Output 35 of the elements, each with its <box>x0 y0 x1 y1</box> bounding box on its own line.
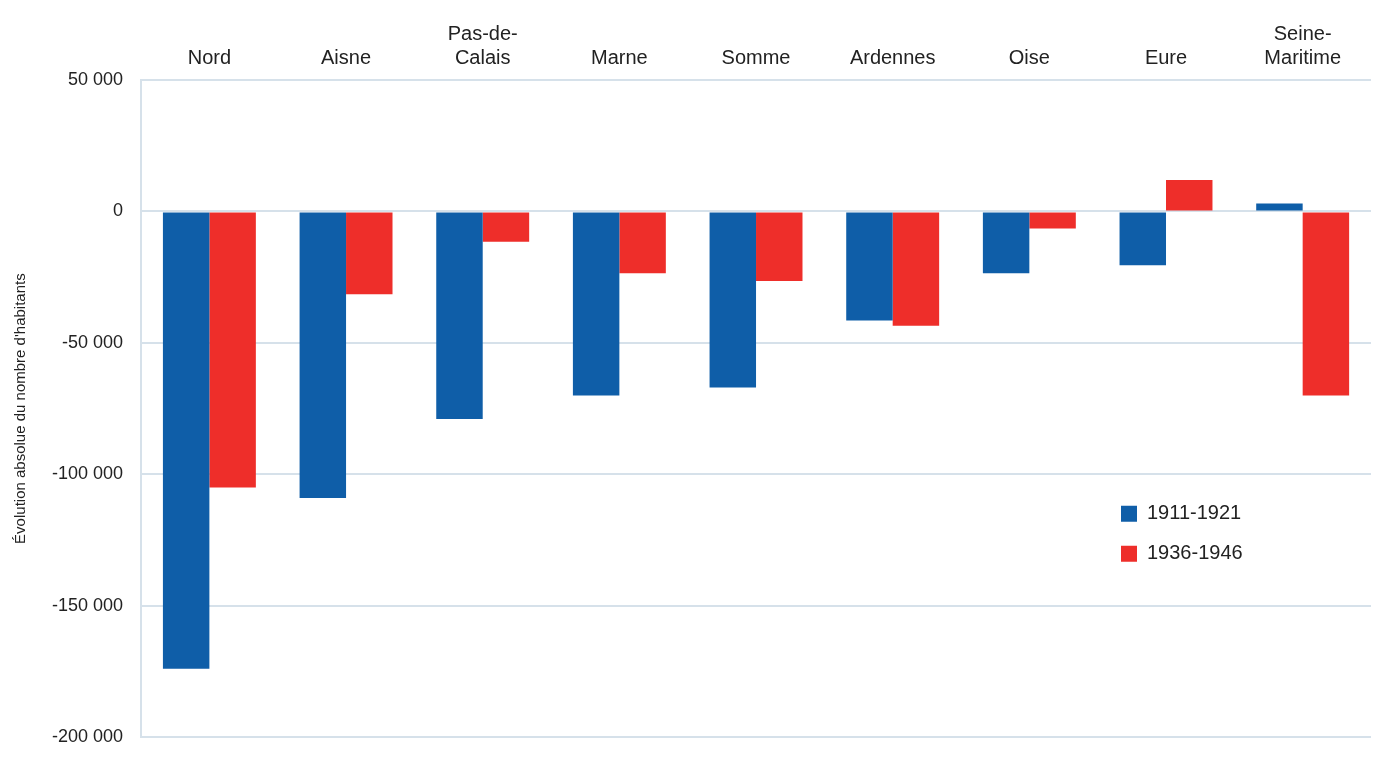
bar <box>209 212 256 488</box>
bar <box>299 212 347 498</box>
bar <box>482 212 530 242</box>
legend-label: 1936-1946 <box>1147 541 1243 564</box>
x-tick-label: Pas-de-Calais <box>447 21 518 68</box>
x-tick-label: Seine-Maritime <box>1264 21 1342 68</box>
y-tick-label: -150 000 <box>52 594 124 615</box>
bar <box>756 212 803 282</box>
x-tick-label: Nord <box>187 45 232 68</box>
y-tick-label: -100 000 <box>52 463 124 484</box>
y-axis-title: Évolution absolue du nombre d'habitants <box>11 273 29 544</box>
bar <box>619 212 666 274</box>
bar <box>1119 212 1167 266</box>
bar <box>709 212 757 388</box>
x-tick-label: Eure <box>1144 45 1188 68</box>
x-tick-label: Somme <box>721 45 791 68</box>
bar <box>982 212 1030 274</box>
bar <box>346 212 393 295</box>
x-tick-label: Ardennes <box>849 45 936 68</box>
x-tick-label: Oise <box>1008 45 1050 68</box>
y-tick-label: 50 000 <box>68 68 124 89</box>
x-tick-label: Marne <box>591 45 648 68</box>
y-tick-label: 0 <box>113 200 124 221</box>
x-tick-label: Aisne <box>321 45 372 68</box>
legend-label: 1911-1921 <box>1147 501 1242 524</box>
y-tick-label: -200 000 <box>52 726 124 747</box>
bar <box>572 212 620 396</box>
bar <box>162 212 210 669</box>
y-tick-label: -50 000 <box>62 331 124 352</box>
bar <box>1029 212 1076 229</box>
bar <box>436 212 483 420</box>
bar <box>1166 179 1213 211</box>
bar <box>1302 212 1350 396</box>
bar <box>892 212 940 326</box>
bar <box>846 212 893 321</box>
